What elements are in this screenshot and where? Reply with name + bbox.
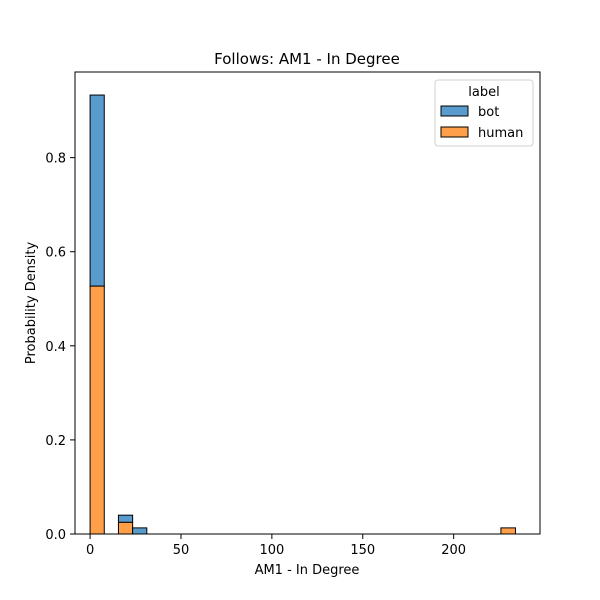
chart-title: Follows: AM1 - In Degree [214, 50, 400, 68]
x-tick-label: 100 [259, 543, 284, 558]
x-tick-label: 0 [86, 543, 94, 558]
x-axis-label: AM1 - In Degree [255, 563, 360, 578]
bar-human-2 [500, 527, 516, 535]
y-tick-label: 0.8 [45, 152, 66, 167]
legend-label-human: human [478, 126, 523, 141]
legend-label-bot: bot [478, 105, 499, 120]
y-tick-label: 0.6 [45, 246, 66, 261]
plot-frame [74, 71, 541, 535]
legend-swatch-human [440, 126, 469, 138]
y-axis-label: Probability Density [24, 242, 39, 365]
x-tick-label: 150 [350, 543, 375, 558]
bars-layer [89, 94, 516, 535]
legend-swatch-bot [440, 105, 469, 117]
bar-human-0 [89, 285, 105, 535]
x-tick-label: 50 [173, 543, 190, 558]
legend: label bot human [434, 79, 534, 147]
bar-bot-2 [132, 527, 148, 535]
legend-title: label [468, 85, 499, 100]
y-tick-label: 0.2 [45, 434, 66, 449]
y-tick-label: 0.4 [45, 340, 66, 355]
bar-human-1 [117, 521, 134, 535]
bar-bot-1 [117, 514, 134, 523]
x-tick-label: 200 [441, 543, 466, 558]
bar-bot-0 [89, 94, 105, 287]
x-axis: 0 50 100 150 200 [86, 534, 466, 558]
y-tick-label: 0.0 [45, 528, 66, 543]
y-axis: 0.0 0.2 0.4 0.6 0.8 [45, 152, 75, 543]
